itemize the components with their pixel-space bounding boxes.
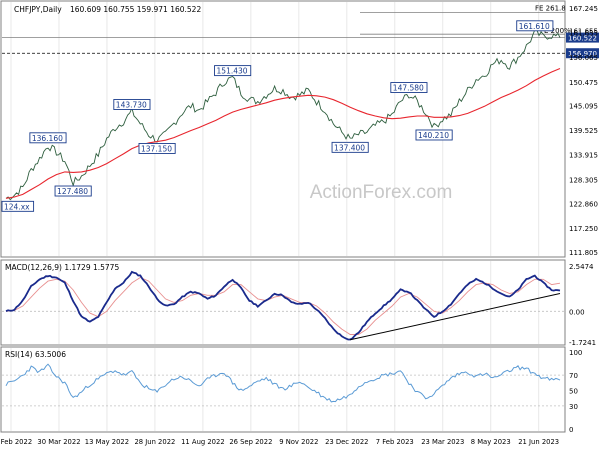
macd-line [5, 270, 561, 341]
rsi-y-tick-label: 0 [569, 426, 573, 434]
macd-title: MACD(12,26,9) 1.1729 1.5775 [5, 263, 119, 272]
price-annotation-box [331, 141, 369, 153]
price-annotation-box [29, 132, 67, 144]
price-annotations: 161.610 151.430 147.580 143.730 140.210 137.4… [1, 20, 554, 212]
price-annotation-label: 161.610 [519, 22, 550, 31]
x-tick-label: 26 Sep 2022 [229, 438, 272, 446]
price-annotation-label: 137.150 [141, 144, 172, 153]
price-y-tick-label: 145.095 [569, 103, 598, 111]
price-annotation-box [113, 99, 151, 110]
price-y-tick-label: 156.065 [569, 54, 598, 62]
x-tick-label: 13 May 2022 [85, 438, 129, 446]
y-axes: 167.245 161.655 156.065 150.475 145.095 139.5… [569, 5, 598, 434]
support-level-tag [566, 48, 599, 59]
price-y-tick-label: 150.475 [569, 79, 598, 87]
price-grid [10, 2, 540, 256]
price-annotation-box [54, 185, 92, 197]
price-annotation-label: 143.730 [116, 100, 147, 109]
fe-level-label: FE 261.8 [535, 5, 566, 13]
rsi-y-tick-label: 70 [569, 372, 578, 380]
price-annotation-box [516, 20, 554, 32]
price-annotation-label: 137.400 [334, 143, 365, 152]
rsi-y-tick-label: 100 [569, 349, 582, 357]
price-series [5, 29, 561, 201]
macd-grid [2, 261, 565, 344]
price-annotation-box [415, 129, 453, 141]
macd-y-tick-label: -1.7241 [569, 339, 596, 347]
price-y-tick-label: 128.305 [569, 176, 598, 184]
price-annotation-label: 140.210 [418, 131, 449, 140]
last-price-value: 160.522 [568, 35, 597, 43]
x-tick-label: 8 May 2023 [471, 438, 511, 446]
price-title: CHFJPY,Daily [14, 5, 62, 14]
moving-average-line [5, 67, 561, 199]
macd-y-tick-label: 0.00 [569, 308, 585, 316]
price-annotation-label: 127.480 [57, 187, 88, 196]
x-axis: 14 Feb 2022 30 Mar 2022 13 May 2022 28 Jun … [0, 438, 559, 446]
price-line [5, 29, 561, 201]
support-level-value: 156.970 [568, 50, 597, 58]
price-annotation-label: 136.160 [32, 134, 63, 143]
price-annotation-box [138, 143, 176, 154]
price-y-tick-label: 161.655 [569, 30, 598, 38]
price-y-tick-label: 133.915 [569, 152, 598, 160]
x-tick-label: 11 Aug 2022 [181, 438, 225, 446]
x-tick-label: 9 Nov 2022 [279, 438, 318, 446]
level-label: 161.655 [569, 28, 598, 36]
macd-panel-frame [0, 259, 566, 346]
price-panel-frame [0, 0, 566, 258]
x-tick-label: 30 Mar 2022 [37, 438, 80, 446]
rsi-y-tick-label: 50 [569, 388, 578, 396]
rsi-line [5, 363, 561, 403]
price-ohlc: 160.609 160.755 159.971 160.522 [70, 5, 201, 14]
watermark: ActionForex.com [310, 182, 453, 203]
price-annotation-box [390, 82, 428, 93]
rsi-panel-frame [0, 346, 566, 433]
macd-y-tick-label: 2.5474 [569, 263, 594, 271]
price-annotation-label: 124.xx [4, 202, 30, 211]
x-tick-label: 14 Feb 2022 [0, 438, 32, 446]
x-tick-label: 28 Jun 2022 [134, 438, 175, 446]
rsi-series [5, 363, 561, 403]
price-y-tick-label: 167.245 [569, 5, 598, 13]
fe-level-label: FE 200% [540, 27, 571, 35]
macd-series [5, 270, 561, 341]
x-tick-label: 23 Dec 2022 [325, 438, 368, 446]
price-y-tick-label: 139.525 [569, 127, 598, 135]
price-annotation-box [1, 200, 35, 212]
x-tick-label: 23 Mar 2023 [421, 438, 464, 446]
rsi-y-tick-label: 30 [569, 403, 578, 411]
macd-trendline [350, 293, 561, 341]
price-annotation-label: 151.430 [217, 67, 248, 76]
price-y-tick-label: 122.860 [569, 200, 598, 208]
x-tick-label: 7 Feb 2023 [376, 438, 414, 446]
price-y-tick-label: 117.250 [569, 225, 598, 233]
price-y-tick-label: 111.805 [569, 249, 598, 257]
price-annotation-box [214, 65, 252, 77]
price-annotation-label: 147.580 [393, 84, 424, 93]
x-tick-label: 21 Jun 2023 [518, 438, 559, 446]
rsi-title: RSI(14) 63.5006 [5, 350, 66, 359]
last-price-tag [566, 32, 599, 43]
